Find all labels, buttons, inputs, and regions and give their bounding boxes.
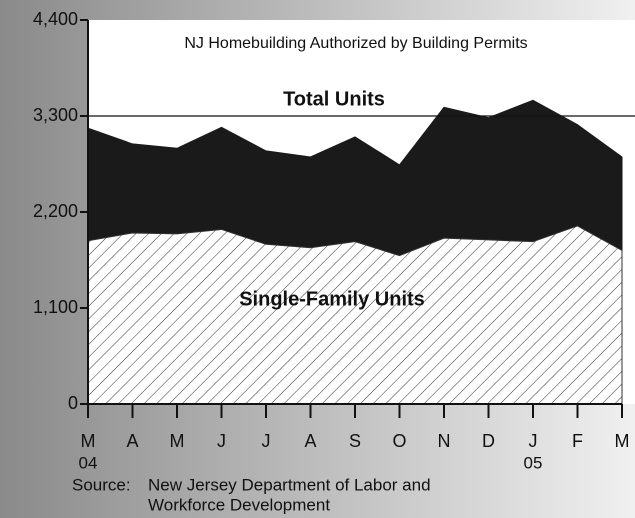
x-tick-label: O xyxy=(392,431,406,451)
x-tick-label: M xyxy=(170,431,185,451)
series-label: Single-Family Units xyxy=(239,288,425,310)
x-tick-label: M xyxy=(615,431,630,451)
x-tick-label: S xyxy=(349,431,361,451)
x-tick-label: A xyxy=(304,431,316,451)
y-tick-label: 3,300 xyxy=(33,105,78,125)
x-tick-label: M xyxy=(81,431,96,451)
x-tick-label: F xyxy=(572,431,583,451)
x-tick-label: D xyxy=(482,431,495,451)
x-tick-label: J xyxy=(529,431,538,451)
y-tick-label: 4,400 xyxy=(33,9,78,29)
series-label: Total Units xyxy=(283,88,385,110)
source-text: Workforce Development xyxy=(148,495,330,514)
x-sublabel: 05 xyxy=(524,453,543,472)
y-tick-label: 0 xyxy=(68,393,78,413)
x-tick-label: J xyxy=(262,431,271,451)
y-tick-label: 2,200 xyxy=(33,201,78,221)
x-tick-label: A xyxy=(126,431,138,451)
x-tick-label: N xyxy=(438,431,451,451)
area xyxy=(87,225,623,405)
x-sublabel: 04 xyxy=(79,453,98,472)
source-text: New Jersey Department of Labor and xyxy=(148,475,431,494)
y-tick-label: 1,100 xyxy=(33,297,78,317)
x-tick-label: J xyxy=(217,431,226,451)
chart-title: NJ Homebuilding Authorized by Building P… xyxy=(184,35,527,52)
source-label: Source: xyxy=(72,475,131,494)
